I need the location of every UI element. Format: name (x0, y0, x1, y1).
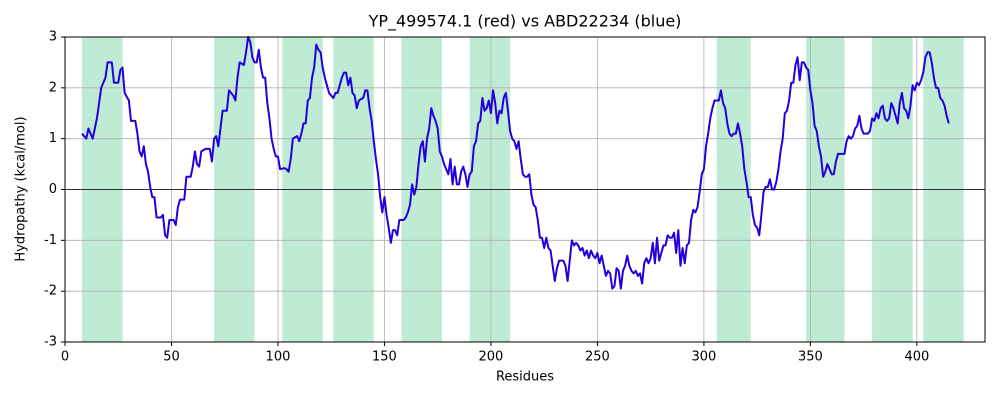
hydropathy-line (81, 36, 950, 290)
y-tick-label: -1 (44, 233, 57, 248)
y-tick-label: -3 (44, 335, 57, 350)
x-tick-label: 400 (904, 350, 929, 365)
chart-title: YP_499574.1 (red) vs ABD22234 (blue) (368, 12, 682, 32)
y-tick-label: 2 (49, 80, 57, 95)
y-tick-label: 0 (49, 182, 57, 197)
x-tick-label: 300 (691, 350, 716, 365)
x-tick-label: 50 (163, 350, 180, 365)
x-tick-label: 250 (585, 350, 610, 365)
x-tick-label: 150 (372, 350, 397, 365)
x-axis-label: Residues (496, 370, 554, 385)
y-tick-label: 3 (49, 30, 57, 45)
x-tick-label: 100 (266, 350, 291, 365)
x-tick-label: 350 (798, 350, 823, 365)
y-axis-label: Hydropathy (kcal/mol) (14, 116, 29, 261)
x-tick-label: 200 (479, 350, 504, 365)
y-tick-label: 1 (49, 131, 57, 146)
plot-frame (64, 36, 986, 343)
y-tick-label: -2 (44, 284, 57, 299)
x-tick-label: 0 (61, 350, 69, 365)
